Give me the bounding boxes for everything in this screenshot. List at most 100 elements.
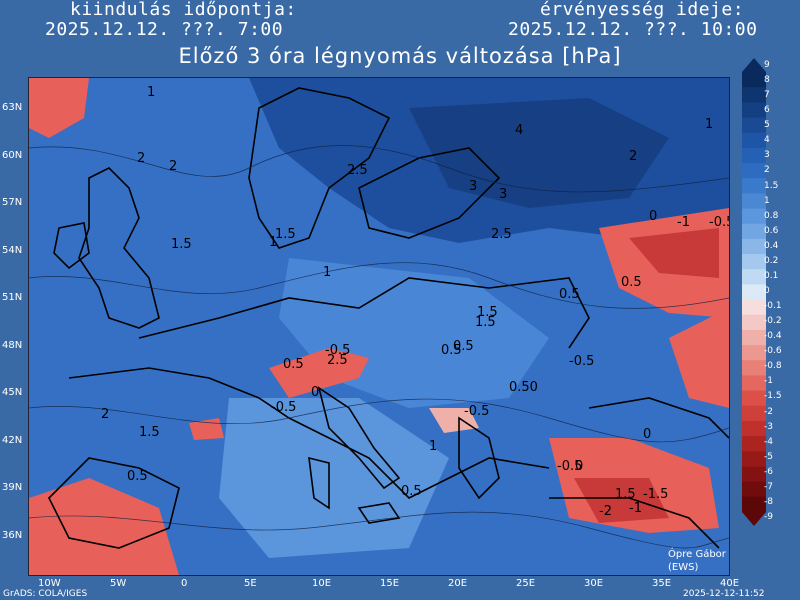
legend-level-label: -1 — [764, 376, 773, 387]
balkan-negative-area — [429, 408, 479, 433]
contour-value-label: 1.5 — [615, 487, 636, 502]
legend-level-label: 4 — [764, 135, 770, 146]
author-credit: Ópre Gábor (EWS) — [668, 548, 726, 574]
legend-swatch — [742, 132, 766, 149]
legend-level-label: -0.6 — [764, 346, 782, 357]
legend-level-label: 0 — [764, 286, 770, 296]
valid-time-value: 2025.12.12. ???. 10:00 — [508, 19, 758, 40]
contour-value-label: 1 — [705, 117, 713, 132]
lon-label: 20E — [448, 578, 468, 589]
lat-label: 36N — [2, 530, 23, 541]
legend-level-label: 0.8 — [764, 210, 779, 221]
contour-value-label: -0.5 — [464, 404, 489, 419]
legend-level-label: 0.4 — [764, 240, 779, 251]
legend-swatch — [742, 345, 766, 361]
legend-level-label: 3 — [764, 150, 770, 161]
legend-level-label: 6 — [764, 105, 770, 116]
legend-swatch — [742, 466, 766, 483]
contour-value-label: 0 — [649, 209, 657, 224]
lon-label: 40E — [720, 578, 740, 589]
contour-value-label: 2.5 — [347, 163, 368, 178]
legend-swatch — [742, 254, 766, 270]
legend-level-label: 2 — [764, 165, 770, 176]
contour-value-label: 2 — [169, 159, 177, 174]
legend-swatch — [742, 87, 766, 103]
valid-time-label: érvényesség ideje: — [540, 0, 745, 20]
legend-swatch — [742, 314, 766, 331]
legend-level-label: -0.1 — [764, 301, 782, 312]
russia-deep-negative-area — [629, 228, 719, 278]
legend-swatch — [742, 390, 766, 407]
lat-label: 42N — [2, 435, 23, 446]
contour-value-label: 1 — [269, 235, 277, 250]
lon-label: 15E — [380, 578, 400, 589]
contour-value-label: -0.5 — [569, 354, 594, 369]
lat-label: 63N — [2, 102, 23, 113]
legend-level-label: 8 — [764, 75, 770, 86]
legend-swatch — [742, 284, 766, 301]
legend-level-label: -6 — [764, 466, 773, 477]
legend-level-label: -4 — [764, 436, 773, 447]
legend-swatch — [742, 238, 766, 255]
lat-label: 51N — [2, 292, 23, 303]
legend-level-label: 9 — [764, 60, 770, 70]
map-title: Előző 3 óra légnyomás változása [hPa] — [178, 44, 622, 68]
legend-level-label: -0.4 — [764, 331, 782, 342]
contour-value-label: 0.5 — [453, 339, 474, 354]
legend-swatch — [742, 451, 766, 467]
legend-swatch — [742, 102, 766, 119]
legend-max-arrow — [742, 58, 766, 72]
legend-level-label: 0.1 — [764, 270, 779, 281]
lon-label: 25E — [516, 578, 536, 589]
legend-swatch — [742, 208, 766, 225]
legend-swatch — [742, 299, 766, 316]
legend-swatch — [742, 436, 766, 452]
contour-value-label: -0.5 — [709, 215, 729, 230]
lat-label: 54N — [2, 245, 23, 256]
contour-labels: 1222.51.5111.52.51.52.5334120-1-0.50.50.… — [101, 85, 729, 519]
contour-value-label: -1.5 — [643, 487, 668, 502]
contour-value-label: 0.5 — [621, 275, 642, 290]
legend-swatch — [742, 496, 766, 513]
legend-swatch — [742, 405, 766, 422]
black-sea-negative-area — [669, 308, 729, 408]
contour-value-label: 2 — [101, 407, 109, 422]
lat-label: 45N — [2, 387, 23, 398]
legend-swatch — [742, 178, 766, 194]
contour-value-label: 1 — [323, 265, 331, 280]
software-credit: GrADS: COLA/IGES — [3, 589, 88, 599]
lon-label: 0 — [181, 578, 188, 589]
legend-swatch — [742, 147, 766, 164]
lon-label: 10E — [312, 578, 332, 589]
lon-label: 5E — [244, 578, 257, 589]
iberia-negative-area — [29, 478, 179, 575]
contour-lines — [29, 145, 729, 549]
legend-swatch — [742, 420, 766, 437]
legend-level-label: -0.8 — [764, 361, 782, 372]
legend-swatch — [742, 163, 766, 179]
legend-level-label: -8 — [764, 496, 773, 507]
contour-value-label: 4 — [515, 123, 523, 138]
contour-value-label: -1 — [677, 215, 690, 230]
contour-value-label: 1.5 — [139, 425, 160, 440]
alps-negative-area — [269, 348, 369, 398]
contour-value-label: 0.5 — [127, 469, 148, 484]
contour-value-label: 0.5 — [441, 343, 462, 358]
legend-level-label: 5 — [764, 120, 770, 131]
legend-swatch — [742, 375, 766, 392]
contour-value-label: 0 — [575, 459, 583, 474]
contour-value-label: 2.5 — [491, 227, 512, 242]
legend-level-label: 1 — [764, 195, 770, 206]
color-legend-bar — [742, 58, 766, 526]
contour-value-label: 1 — [147, 85, 155, 100]
legend-level-label: -2 — [764, 406, 773, 417]
credit-org: (EWS) — [668, 562, 699, 573]
legend-swatch — [742, 329, 766, 346]
legend-level-label: 0.2 — [764, 255, 779, 266]
legend-level-label: -0.2 — [764, 316, 782, 327]
contour-value-label: 0 — [643, 427, 651, 442]
legend-swatch — [742, 269, 766, 285]
contour-value-label: 0.5 — [401, 484, 422, 499]
start-time-label: kiindulás időpontja: — [70, 0, 297, 20]
lon-label: 10W — [38, 578, 61, 589]
